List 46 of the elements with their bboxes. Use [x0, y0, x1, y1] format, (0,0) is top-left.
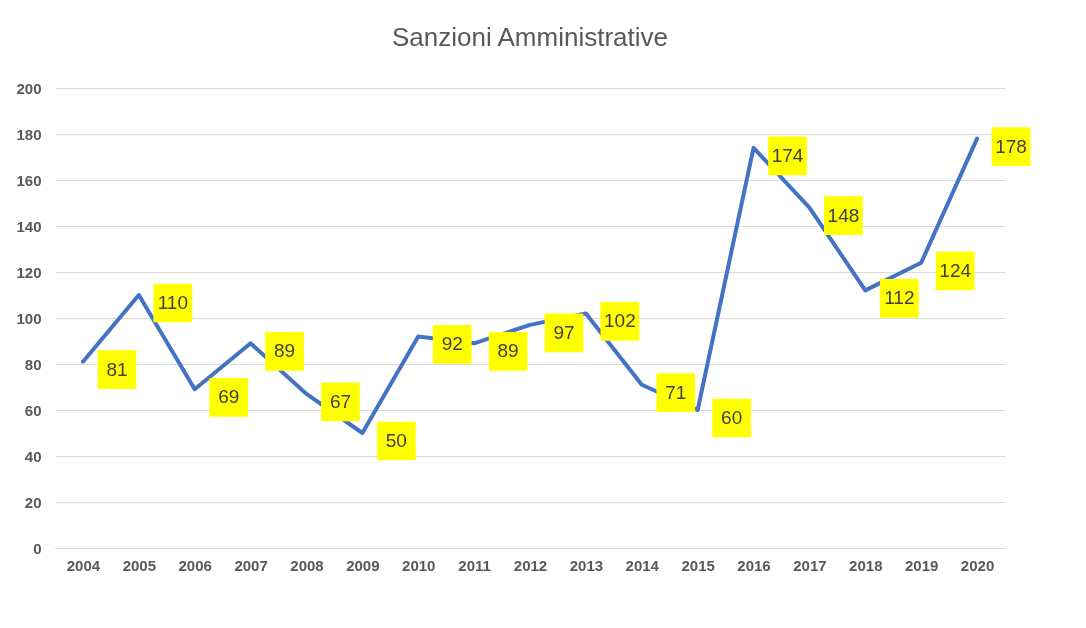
- data-label: 112: [884, 287, 915, 309]
- y-tick-label: 160: [16, 171, 42, 189]
- data-label: 89: [274, 340, 296, 362]
- data-label: 89: [497, 340, 519, 362]
- data-label: 174: [771, 144, 804, 166]
- data-label: 148: [827, 204, 860, 226]
- data-label: 50: [385, 430, 407, 451]
- y-tick-label: 20: [24, 493, 42, 511]
- x-tick-label: 2008: [290, 556, 324, 574]
- x-tick-label: 2004: [66, 556, 101, 574]
- x-tick-label: 2013: [569, 556, 604, 574]
- x-tick-label: 2011: [458, 556, 491, 574]
- x-tick-label: 2014: [625, 556, 660, 574]
- data-label: 67: [329, 390, 352, 412]
- y-tick-label: 100: [16, 309, 42, 327]
- data-label: 110: [157, 292, 188, 313]
- data-label: 69: [218, 386, 240, 408]
- x-tick-label: 2016: [737, 556, 771, 574]
- x-tick-label: 2006: [178, 556, 212, 574]
- chart-title: Sanzioni Amministrative: [392, 22, 668, 52]
- y-tick-label: 140: [16, 217, 42, 235]
- y-tick-label: 60: [24, 401, 42, 419]
- x-tick-label: 2009: [346, 556, 380, 574]
- y-tick-label: 40: [24, 447, 42, 465]
- data-label: 92: [441, 333, 463, 355]
- x-tick-label: 2018: [849, 556, 883, 574]
- data-label: 124: [939, 259, 972, 281]
- data-label: 102: [604, 310, 636, 332]
- x-tick-label: 2012: [513, 556, 548, 574]
- y-tick-label: 0: [33, 539, 42, 557]
- x-tick-label: 2007: [234, 556, 268, 574]
- data-label: 81: [106, 358, 128, 380]
- data-label: 178: [995, 135, 1027, 157]
- x-tick-label: 2020: [960, 556, 995, 574]
- y-tick-label: 80: [24, 355, 42, 373]
- data-label: 60: [721, 407, 743, 428]
- x-tick-label: 2010: [402, 556, 436, 574]
- y-tick-label: 200: [16, 79, 42, 97]
- x-tick-label: 2019: [904, 556, 939, 574]
- x-tick-label: 2015: [681, 556, 715, 574]
- x-tick-label: 2017: [793, 556, 827, 574]
- y-tick-label: 120: [16, 263, 42, 281]
- y-tick-label: 180: [16, 125, 42, 143]
- data-label: 97: [553, 321, 575, 343]
- x-tick-label: 2005: [122, 556, 157, 574]
- data-label: 71: [665, 381, 687, 403]
